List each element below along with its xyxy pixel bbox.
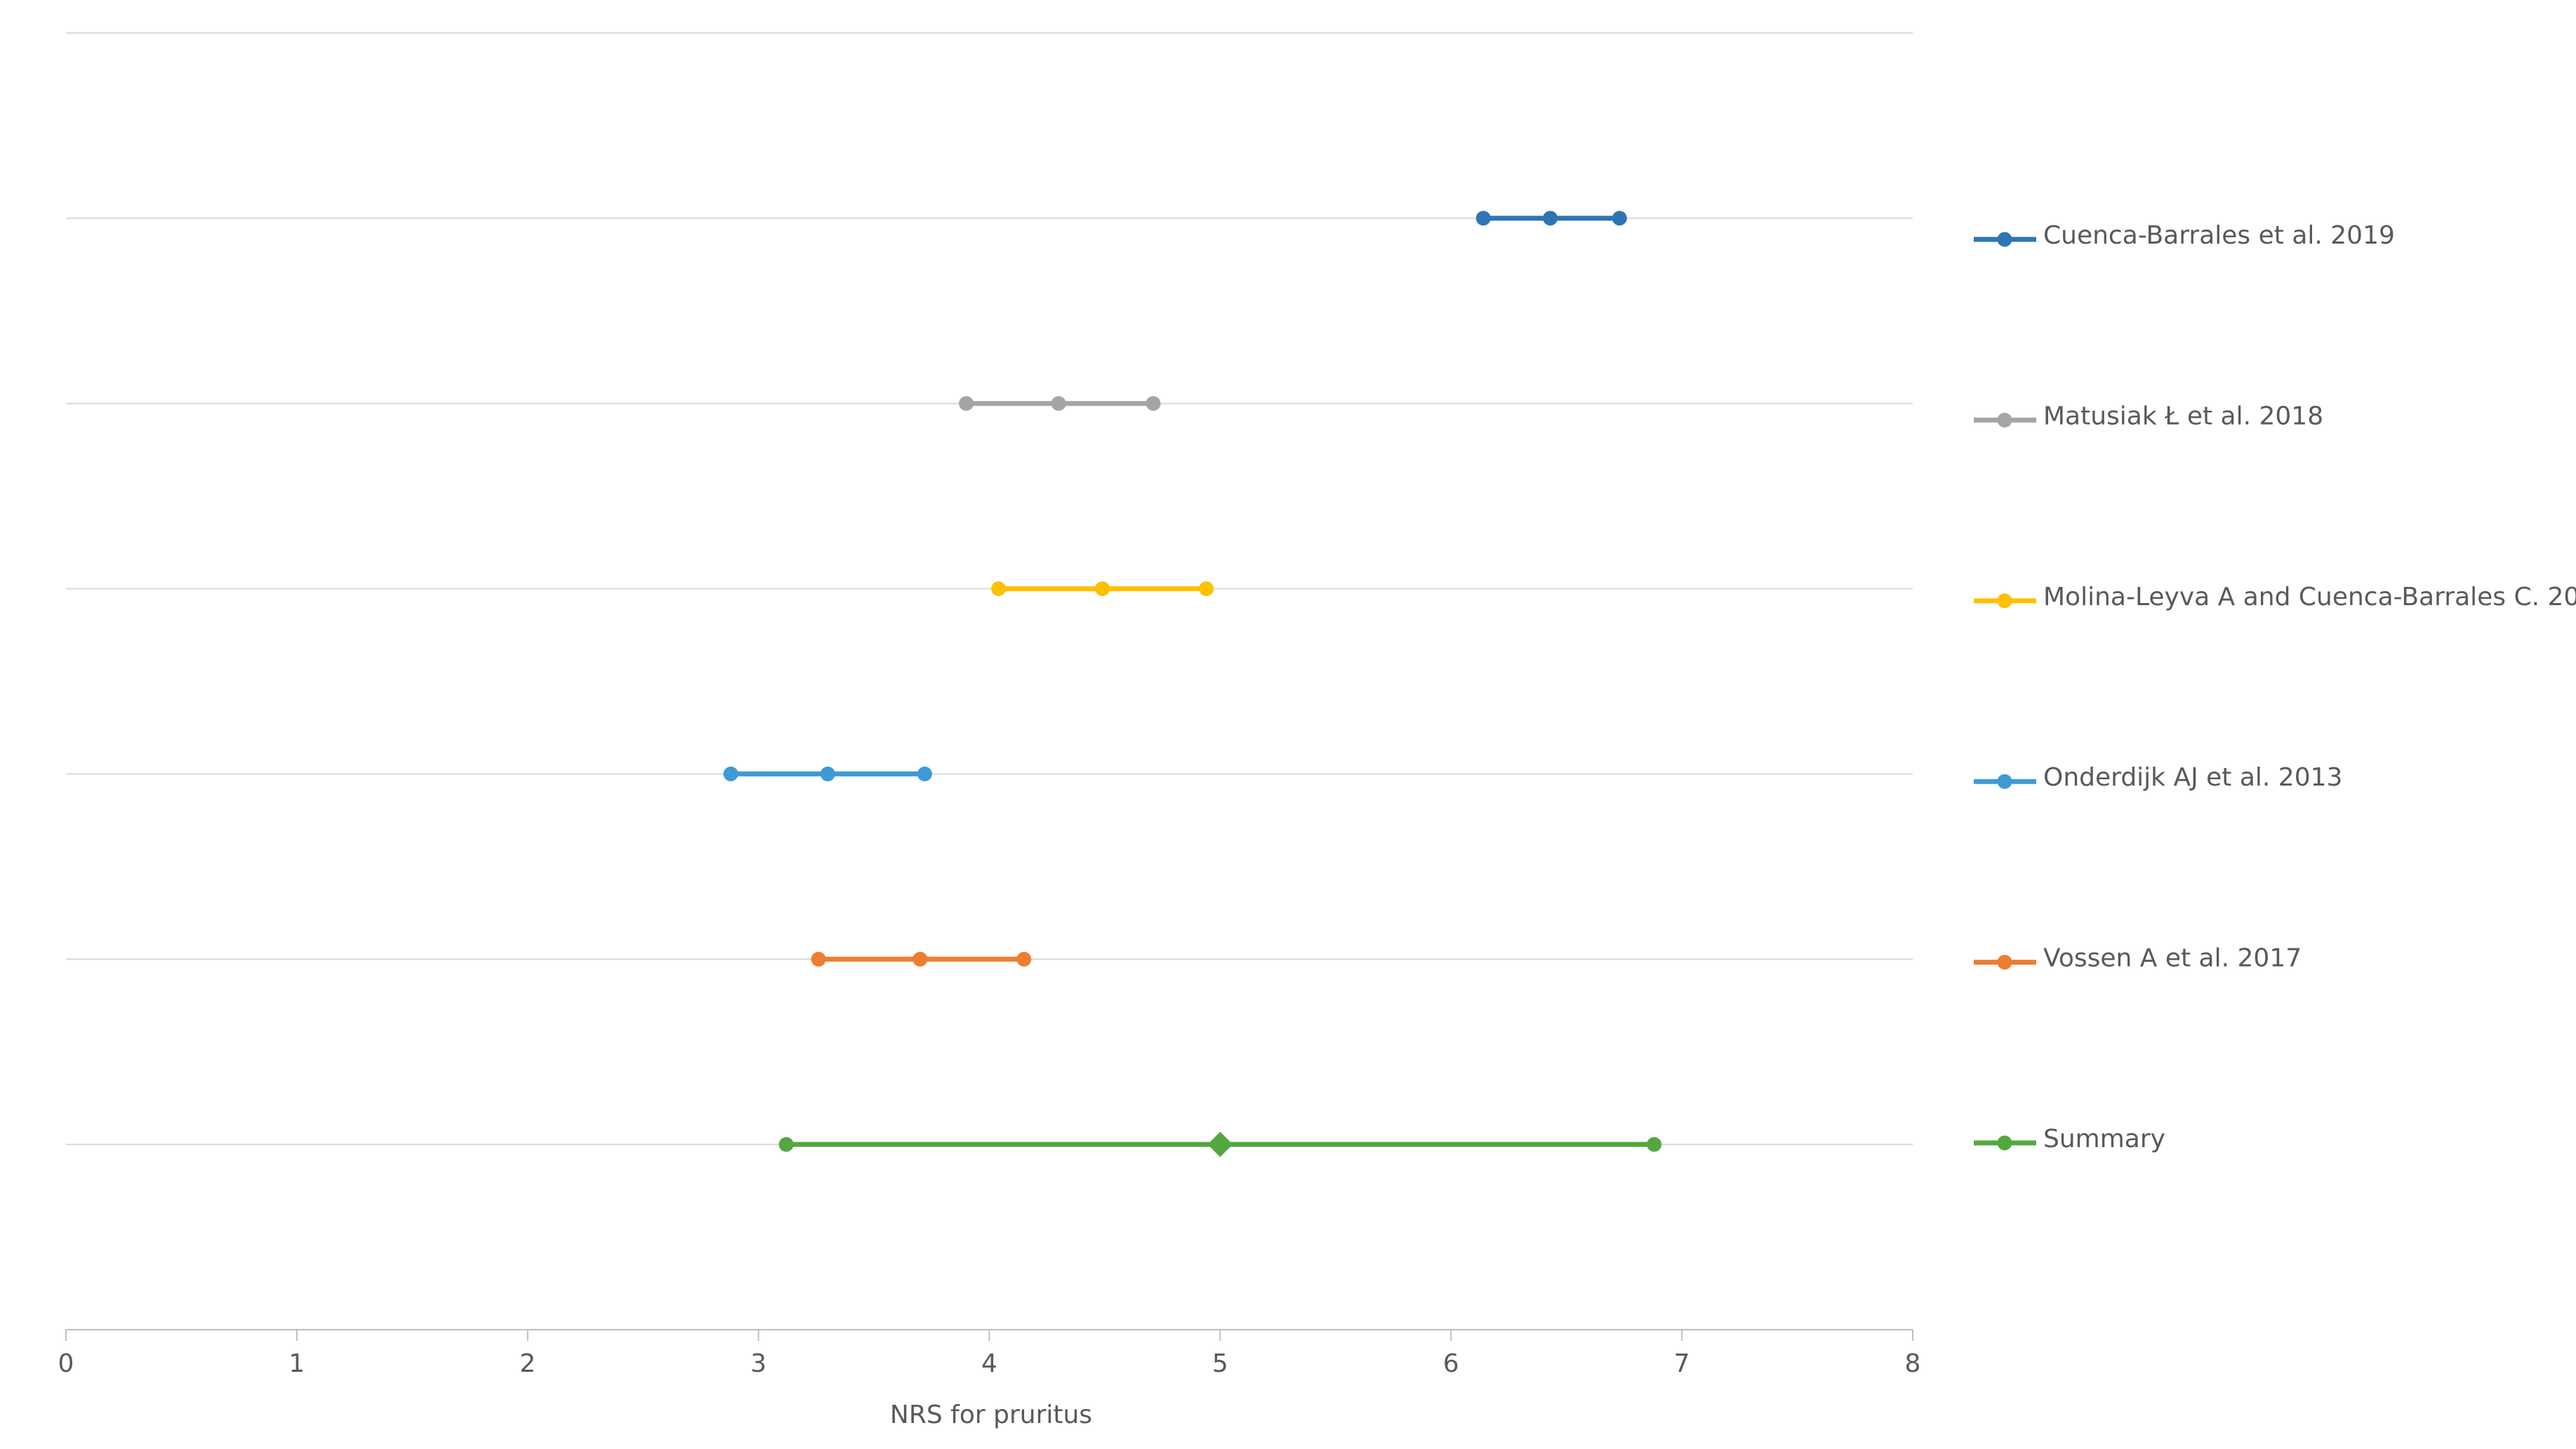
point <box>1475 211 1491 226</box>
legend-label: Summary <box>2043 1125 2165 1153</box>
legend-swatch-dot <box>1997 412 2012 428</box>
legend-swatch-dot <box>1997 593 2012 609</box>
point <box>959 396 974 411</box>
x-tick-label: 6 <box>1443 1349 1459 1378</box>
point <box>1647 1137 1662 1152</box>
point <box>1543 211 1558 226</box>
legend-label: Cuenca-Barrales et al. 2019 <box>2043 221 2395 250</box>
point <box>991 581 1007 597</box>
point <box>1199 581 1214 597</box>
point <box>1146 396 1161 411</box>
x-tick-label: 2 <box>519 1349 536 1378</box>
point <box>917 766 932 781</box>
x-tick-label: 4 <box>981 1349 997 1378</box>
legend-label: Onderdijk AJ et al. 2013 <box>2043 763 2342 792</box>
x-tick-label: 3 <box>750 1349 766 1378</box>
point <box>1016 951 1032 967</box>
x-axis-label: NRS for pruritus <box>890 1401 1092 1429</box>
legend-swatch-dot <box>1997 955 2012 970</box>
point-diamond <box>1207 1132 1233 1158</box>
x-tick-label: 8 <box>1905 1349 1921 1378</box>
point <box>811 951 826 967</box>
legend-swatch-dot <box>1997 774 2012 789</box>
point <box>820 766 835 781</box>
point <box>778 1137 794 1152</box>
legend-label: Vossen A et al. 2017 <box>2043 944 2302 973</box>
point <box>1095 581 1110 597</box>
x-tick-label: 0 <box>58 1349 74 1378</box>
x-tick-label: 1 <box>288 1349 305 1378</box>
legend-label: Matusiak Ł et al. 2018 <box>2043 402 2323 430</box>
legend-swatch-dot <box>1997 1135 2012 1151</box>
point <box>1612 211 1627 226</box>
point <box>723 766 738 781</box>
x-tick-label: 5 <box>1212 1349 1228 1378</box>
legend-swatch-dot <box>1997 232 2012 247</box>
x-tick-label: 7 <box>1674 1349 1690 1378</box>
point <box>912 951 928 967</box>
legend-label: Molina-Leyva A and Cuenca-Barrales C. 20… <box>2043 583 2576 611</box>
point <box>1051 396 1066 411</box>
